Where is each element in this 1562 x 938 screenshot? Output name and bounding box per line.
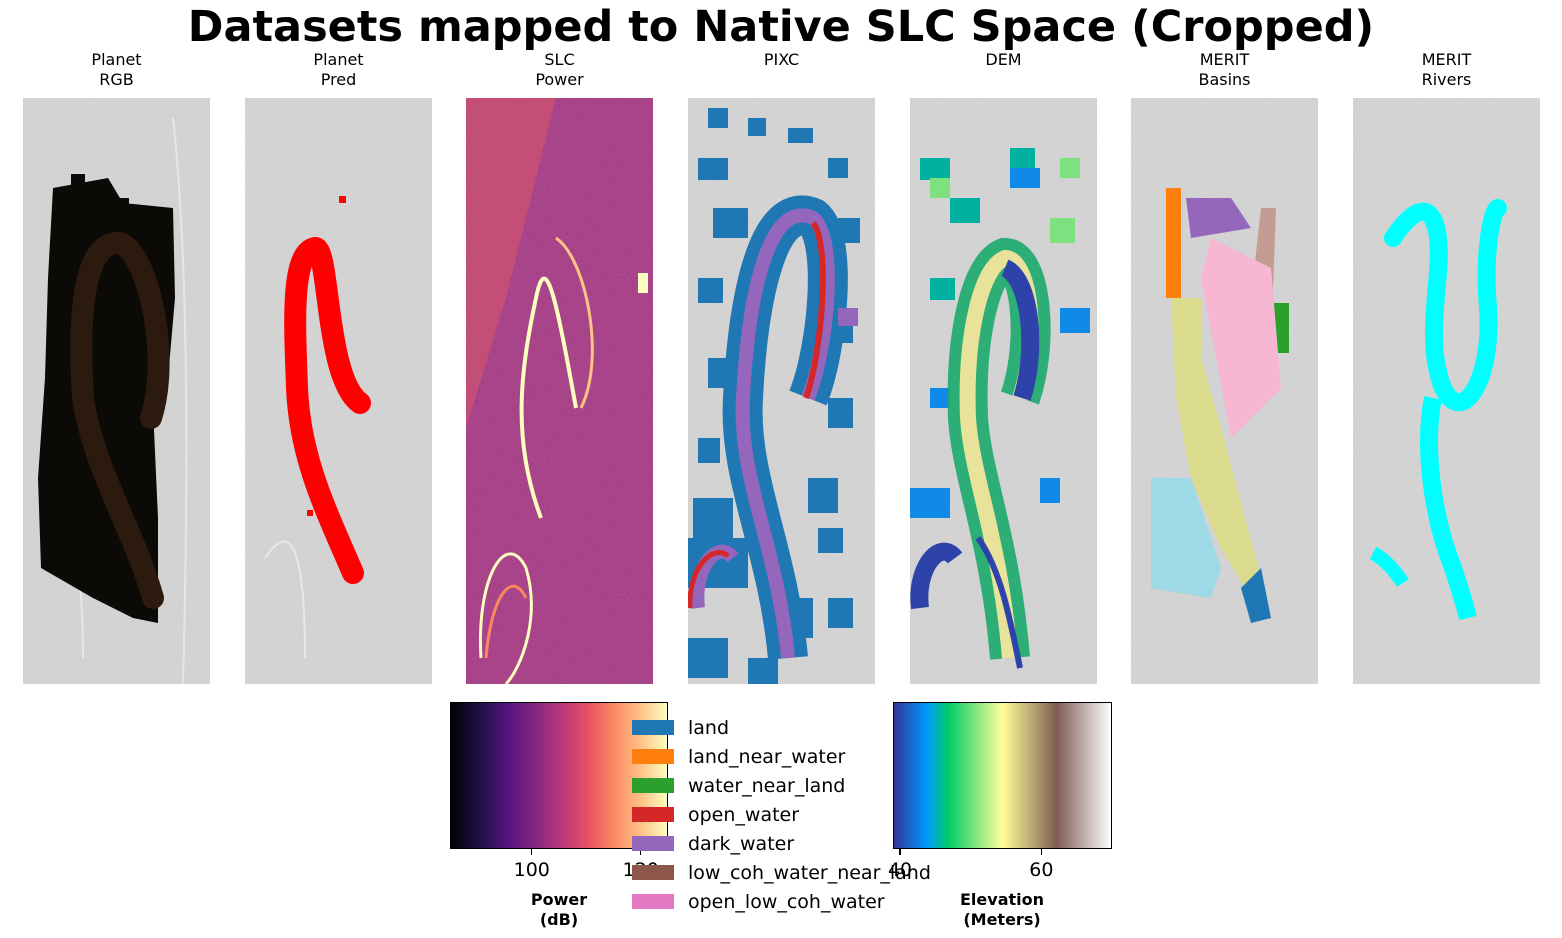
power-colorbar-label: Power (dB) [530,890,588,929]
legend-label: low_coh_water_near_land [688,862,931,884]
panel-title-merit-basins: MERIT Basins [1198,50,1251,89]
slc-power-image [466,98,653,684]
legend-label: water_near_land [688,775,846,797]
pixc-land-blobs [688,108,860,684]
panel-title-planet-pred: Planet Pred [313,50,364,89]
panel-title-merit-rivers: MERIT Rivers [1421,50,1472,89]
panel-title-planet-rgb: Planet RGB [91,50,142,89]
colorbar-tick-label: 60 [1029,859,1054,881]
legend-swatch [632,894,674,909]
legend-label: dark_water [688,833,795,855]
colorbar-tick [640,849,642,855]
legend-swatch [632,720,674,735]
dem-image [910,98,1097,684]
elevation-colorbar-label: Elevation (Meters) [959,890,1045,929]
panel-title-pixc: PIXC [763,50,800,69]
colorbar-tick [531,849,533,855]
panel-title-dem: DEM [985,50,1022,69]
legend-label: land [688,717,730,739]
colorbar-tick [899,849,901,855]
river-prediction [284,236,371,584]
planet-rgb-image [23,98,210,684]
colorbar-tick [1040,849,1042,855]
legend-swatch [632,836,674,851]
figure-title: Datasets mapped to Native SLC Space (Cro… [187,2,1375,52]
merit-river-line [1384,199,1507,412]
merit-rivers-image [1353,98,1540,684]
panel-title-slc-power: SLC Power [535,50,584,89]
legend-label: open_low_coh_water [688,891,885,913]
legend-swatch [632,865,674,880]
legend-swatch [632,778,674,793]
colorbar-tick-label: 100 [513,859,550,881]
merit-basins-image [1131,98,1318,684]
power-colorbar [450,702,668,849]
colorbar-tick-label: 40 [887,859,913,881]
legend-swatch [632,807,674,822]
legend-swatch [632,749,674,764]
legend-label: open_water [688,804,800,826]
pixc-image [688,98,875,684]
planet-pred-image [245,98,432,684]
legend-label: land_near_water [688,746,846,768]
elevation-colorbar [893,702,1112,849]
